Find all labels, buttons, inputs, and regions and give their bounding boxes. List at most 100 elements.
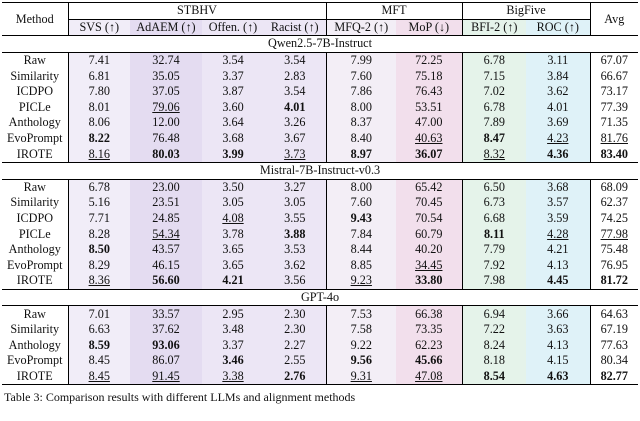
value: 68.09 [600, 179, 628, 194]
value: 9.23 [350, 273, 372, 288]
value: 3.26 [284, 115, 306, 130]
value: 7.41 [88, 53, 110, 68]
value-cell: 3.69 [526, 115, 591, 131]
value: 8.16 [88, 146, 110, 161]
value: 3.54 [222, 53, 244, 68]
value-cell: 43.57 [130, 241, 202, 258]
data-row: Raw 6.78 23.00 3.50 3.27 8.00 65.42 6.50 3.68 68.… [2, 179, 639, 196]
value: 8.37 [350, 115, 372, 130]
data-row: IROTE 8.45 91.45 3.38 2.76 9.31 47.08 8.54 4.63 8… [2, 368, 639, 386]
method-cell: Similarity [10, 68, 60, 83]
value: 6.73 [483, 195, 505, 210]
value-cell: 68.09 [589, 179, 639, 196]
value: 8.32 [483, 146, 505, 161]
value-cell: 3.67 [264, 130, 327, 147]
value: 5.16 [88, 195, 110, 210]
method-cell: PICLe [18, 226, 51, 241]
value: 6.94 [483, 306, 505, 321]
column-header: ROC (↑) [526, 19, 591, 37]
value: 3.68 [547, 179, 569, 194]
value: 4.13 [547, 337, 569, 352]
value-cell: 8.47 [461, 130, 527, 147]
value-cell: 53.51 [396, 99, 463, 116]
data-row: Anthology 8.06 12.00 3.64 3.26 8.37 47.00 7.89 3… [2, 115, 639, 131]
value-cell: 7.80 [67, 83, 130, 100]
value: 8.29 [88, 257, 110, 272]
value-cell: 35.05 [130, 68, 202, 84]
value: 34.45 [415, 257, 443, 272]
group-header: MFT [325, 2, 463, 20]
value-cell: 70.45 [396, 195, 463, 211]
value: 2.76 [284, 368, 306, 383]
value: 8.00 [350, 179, 372, 194]
data-row: Similarity 5.16 23.51 3.05 3.05 7.60 70.45 6.73… [2, 195, 639, 211]
value: 4.63 [547, 368, 569, 383]
value-cell: 8.00 [325, 179, 397, 196]
value-cell: 32.74 [130, 52, 202, 69]
value: 8.54 [483, 368, 505, 383]
value: 46.15 [152, 257, 180, 272]
value-cell: 3.54 [202, 52, 264, 69]
value-cell: 3.73 [264, 146, 327, 163]
value-cell: 75.48 [589, 241, 639, 258]
value: 75.48 [600, 242, 628, 257]
value: 8.36 [88, 273, 110, 288]
value: 75.18 [415, 68, 443, 83]
value-cell: 75.18 [396, 68, 463, 84]
value-cell: 6.81 [67, 68, 130, 84]
value-cell: 45.66 [396, 353, 463, 369]
value: 33.80 [415, 273, 443, 288]
value-cell: 5.16 [67, 195, 130, 211]
value-cell: 4.21 [202, 273, 264, 290]
value-cell: 4.21 [526, 241, 591, 258]
header-row: Method STBHV MFT BigFive Avg [2, 1, 639, 37]
value-cell: 7.98 [461, 273, 527, 290]
value: 86.07 [152, 353, 180, 368]
value: 36.07 [415, 146, 443, 161]
value: 6.78 [88, 179, 110, 194]
value-cell: 8.45 [67, 368, 130, 386]
value: 67.19 [600, 322, 628, 337]
value-cell: 33.57 [130, 305, 202, 322]
value: 3.62 [547, 84, 569, 99]
value-cell: 3.99 [202, 146, 264, 163]
value: 3.66 [547, 306, 569, 321]
value-cell: 8.44 [325, 241, 397, 258]
value-cell: 3.54 [264, 83, 327, 100]
value: 74.25 [600, 211, 628, 226]
value: 66.67 [600, 68, 628, 83]
column-header: SVS (↑) [67, 19, 130, 37]
section-title: Mistral-7B-Instruct-v0.3 [2, 161, 639, 180]
value-cell: 3.66 [526, 305, 591, 322]
value-cell: 3.54 [264, 52, 327, 69]
value: 9.43 [350, 211, 372, 226]
value-cell: 83.40 [589, 146, 639, 163]
value-cell: 6.63 [67, 321, 130, 338]
value: 3.73 [284, 146, 306, 161]
value-cell: 8.22 [67, 130, 130, 147]
value-cell: 91.45 [130, 368, 202, 386]
value: 4.21 [222, 273, 244, 288]
data-row: EvoPrompt 8.22 76.48 3.68 3.67 8.40 40.63 8.47 4… [2, 130, 639, 147]
value-cell: 4.45 [526, 273, 591, 290]
value: 3.54 [284, 53, 306, 68]
value: 4.21 [547, 242, 569, 257]
value: 80.03 [152, 146, 180, 161]
value: 80.34 [600, 353, 628, 368]
section-row: GPT-4o [2, 288, 639, 307]
value-cell: 3.63 [526, 321, 591, 338]
value: 54.34 [152, 226, 180, 241]
value-cell: 3.46 [202, 353, 264, 369]
value: 4.36 [547, 146, 569, 161]
value: 3.46 [222, 353, 244, 368]
data-row: Anthology 8.59 93.06 3.37 2.27 9.22 62.23 8.24 4… [2, 337, 639, 354]
value: 7.98 [483, 273, 505, 288]
method-cell: EvoPrompt [6, 131, 63, 146]
value: 2.30 [284, 306, 306, 321]
value-cell: 3.05 [264, 195, 327, 211]
section-title: GPT-4o [2, 288, 639, 307]
value-cell: 3.68 [526, 179, 591, 196]
value-cell: 77.39 [589, 99, 639, 116]
value: 8.45 [88, 368, 110, 383]
value: 81.72 [600, 273, 628, 288]
